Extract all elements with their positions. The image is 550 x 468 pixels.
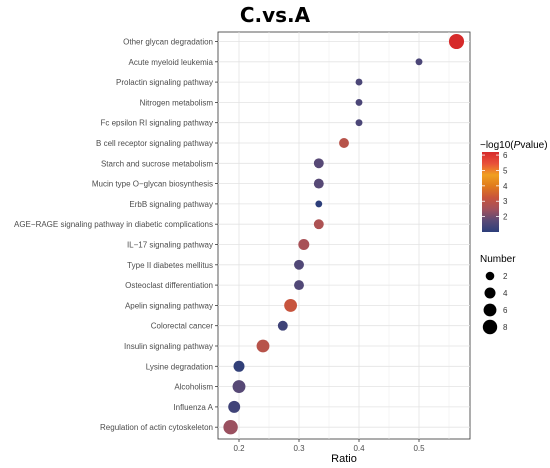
color-legend-label: 3: [503, 197, 508, 206]
panel-border: [217, 31, 471, 440]
color-legend-label: 5: [503, 166, 508, 175]
color-legend-label: 4: [503, 182, 508, 191]
category-label: Osteoclast differentiation: [125, 281, 213, 290]
data-point: [355, 98, 363, 106]
color-legend-title-italic: P: [514, 140, 521, 151]
data-point: [315, 200, 323, 208]
x-axis-title: Ratio: [331, 453, 357, 465]
category-label: Starch and sucrose metabolism: [101, 159, 213, 168]
x-tick-label: 0.4: [353, 444, 365, 453]
category-label: Mucin type O−glycan biosynthesis: [92, 180, 213, 189]
data-point: [339, 138, 349, 148]
data-point: [223, 420, 238, 435]
data-point: [232, 380, 246, 394]
data-point: [277, 320, 288, 331]
x-tick-label: 0.5: [413, 444, 425, 453]
color-legend: −log10(Pvalue) 2 3 4 5 6: [480, 140, 548, 232]
color-legend-label: 2: [503, 213, 508, 222]
size-legend-key: [483, 303, 497, 317]
category-label: Insulin signaling pathway: [124, 342, 213, 351]
data-point: [355, 78, 363, 86]
category-label: Alcoholism: [174, 383, 213, 392]
category-label: Influenza A: [173, 403, 213, 412]
category-label: Nitrogen metabolism: [140, 98, 214, 107]
data-point: [448, 33, 465, 50]
category-label: Type II diabetes mellitus: [127, 261, 213, 270]
color-legend-title: −log10(Pvalue): [480, 140, 548, 151]
color-legend-title-part: −log10(: [480, 140, 514, 151]
x-tick-label: 0.2: [233, 444, 245, 453]
category-label: Regulation of actin cytoskeleton: [100, 423, 213, 432]
data-point: [355, 119, 363, 127]
size-legend-label: 8: [503, 323, 508, 332]
x-tick-label: 0.3: [293, 444, 305, 453]
category-label: Lysine degradation: [146, 362, 213, 371]
size-legend-label: 4: [503, 289, 508, 298]
data-point: [294, 280, 304, 291]
data-point: [228, 400, 241, 413]
color-legend-label: 6: [503, 151, 508, 160]
data-point: [294, 259, 304, 270]
size-legend-key: [482, 319, 498, 335]
size-legend-label: 2: [503, 272, 508, 281]
category-label: Other glycan degradation: [123, 38, 213, 47]
data-point: [313, 158, 324, 169]
category-label: IL−17 signaling pathway: [127, 241, 213, 250]
plot-panel: 0.2 0.3 0.4 0.5 Other glycan degradation Acut…: [14, 31, 471, 465]
category-label: Acute myeloid leukemia: [129, 58, 214, 67]
size-legend-key: [485, 271, 495, 281]
category-label: Apelin signaling pathway: [125, 301, 213, 310]
size-legend-title: Number: [480, 254, 516, 265]
category-label: B cell receptor signaling pathway: [96, 139, 213, 148]
data-point: [284, 298, 298, 312]
category-label: ErbB signaling pathway: [129, 200, 213, 209]
data-point: [298, 239, 310, 250]
data-point: [313, 178, 324, 189]
data-point: [233, 360, 245, 372]
category-label: Prolactin signaling pathway: [116, 78, 213, 87]
data-point: [313, 219, 324, 230]
size-legend-key: [484, 287, 496, 299]
data-point: [415, 58, 423, 66]
size-legend-label: 6: [503, 306, 508, 315]
category-label: Fc epsilon RI signaling pathway: [100, 119, 213, 128]
chart-title: C.vs.A: [240, 3, 311, 27]
category-label: AGE−RAGE signaling pathway in diabetic c…: [14, 220, 213, 229]
color-legend-title-end: value): [520, 140, 547, 151]
data-point: [256, 339, 270, 353]
color-bar: [482, 152, 499, 232]
category-label: Colorectal cancer: [151, 322, 214, 331]
size-legend: Number 2 4 6 8: [480, 254, 516, 335]
